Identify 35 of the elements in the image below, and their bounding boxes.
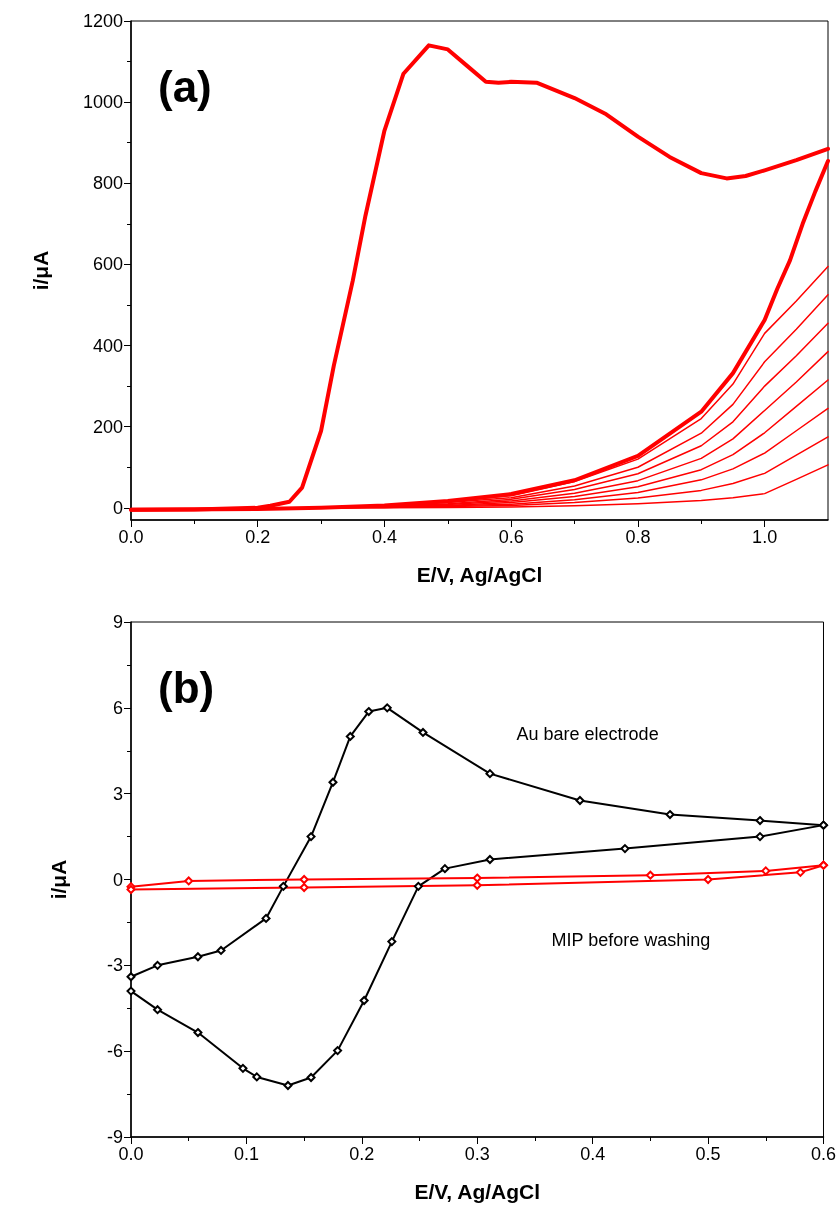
x-tick-label: 0.0 bbox=[118, 527, 144, 547]
y-axis-title: i/μA bbox=[47, 859, 70, 900]
y-tick-label: 9 bbox=[112, 612, 123, 632]
x-tick-label: 1.0 bbox=[752, 527, 778, 547]
y-tick-label: 200 bbox=[92, 416, 123, 437]
x-axis-title: E/V, Ag/AgCl bbox=[414, 1180, 541, 1203]
y-tick-label: 0 bbox=[112, 869, 123, 890]
y-tick-label: -9 bbox=[106, 1127, 123, 1147]
y-tick-label: 3 bbox=[112, 783, 123, 804]
x-tick-label: 0.8 bbox=[625, 527, 651, 547]
x-tick-label: 0.5 bbox=[695, 1144, 721, 1164]
text: (a) bbox=[158, 61, 212, 111]
x-tick-label: 0.0 bbox=[118, 1144, 144, 1164]
x-tick-label: 0.2 bbox=[245, 527, 271, 547]
x-tick-label: 0.4 bbox=[580, 1144, 606, 1164]
x-tick-label: 0.2 bbox=[349, 1144, 375, 1164]
x-axis-title: E/V, Ag/AgCl bbox=[416, 563, 543, 586]
y-tick-label: 1000 bbox=[82, 92, 123, 113]
y-tick-label: 800 bbox=[92, 173, 123, 194]
x-tick-label: 0.4 bbox=[371, 527, 397, 547]
y-tick-label: 600 bbox=[92, 254, 123, 275]
y-tick-label: 400 bbox=[92, 335, 123, 356]
y-axis-title: i/μA bbox=[29, 250, 52, 291]
y-tick-label: 1200 bbox=[82, 11, 123, 31]
x-tick-label: 0.3 bbox=[464, 1144, 490, 1164]
x-tick-label: 0.6 bbox=[810, 1144, 836, 1164]
y-tick-label: 6 bbox=[112, 697, 123, 718]
text: (b) bbox=[158, 662, 215, 712]
x-tick-label: 0.1 bbox=[233, 1144, 259, 1164]
annotation: MIP before washing bbox=[551, 930, 711, 950]
x-tick-label: 0.6 bbox=[498, 527, 524, 547]
y-tick-label: -3 bbox=[106, 955, 123, 976]
y-tick-label: 0 bbox=[112, 497, 123, 518]
annotation: Au bare electrode bbox=[516, 724, 659, 744]
y-tick-label: -6 bbox=[106, 1041, 123, 1062]
